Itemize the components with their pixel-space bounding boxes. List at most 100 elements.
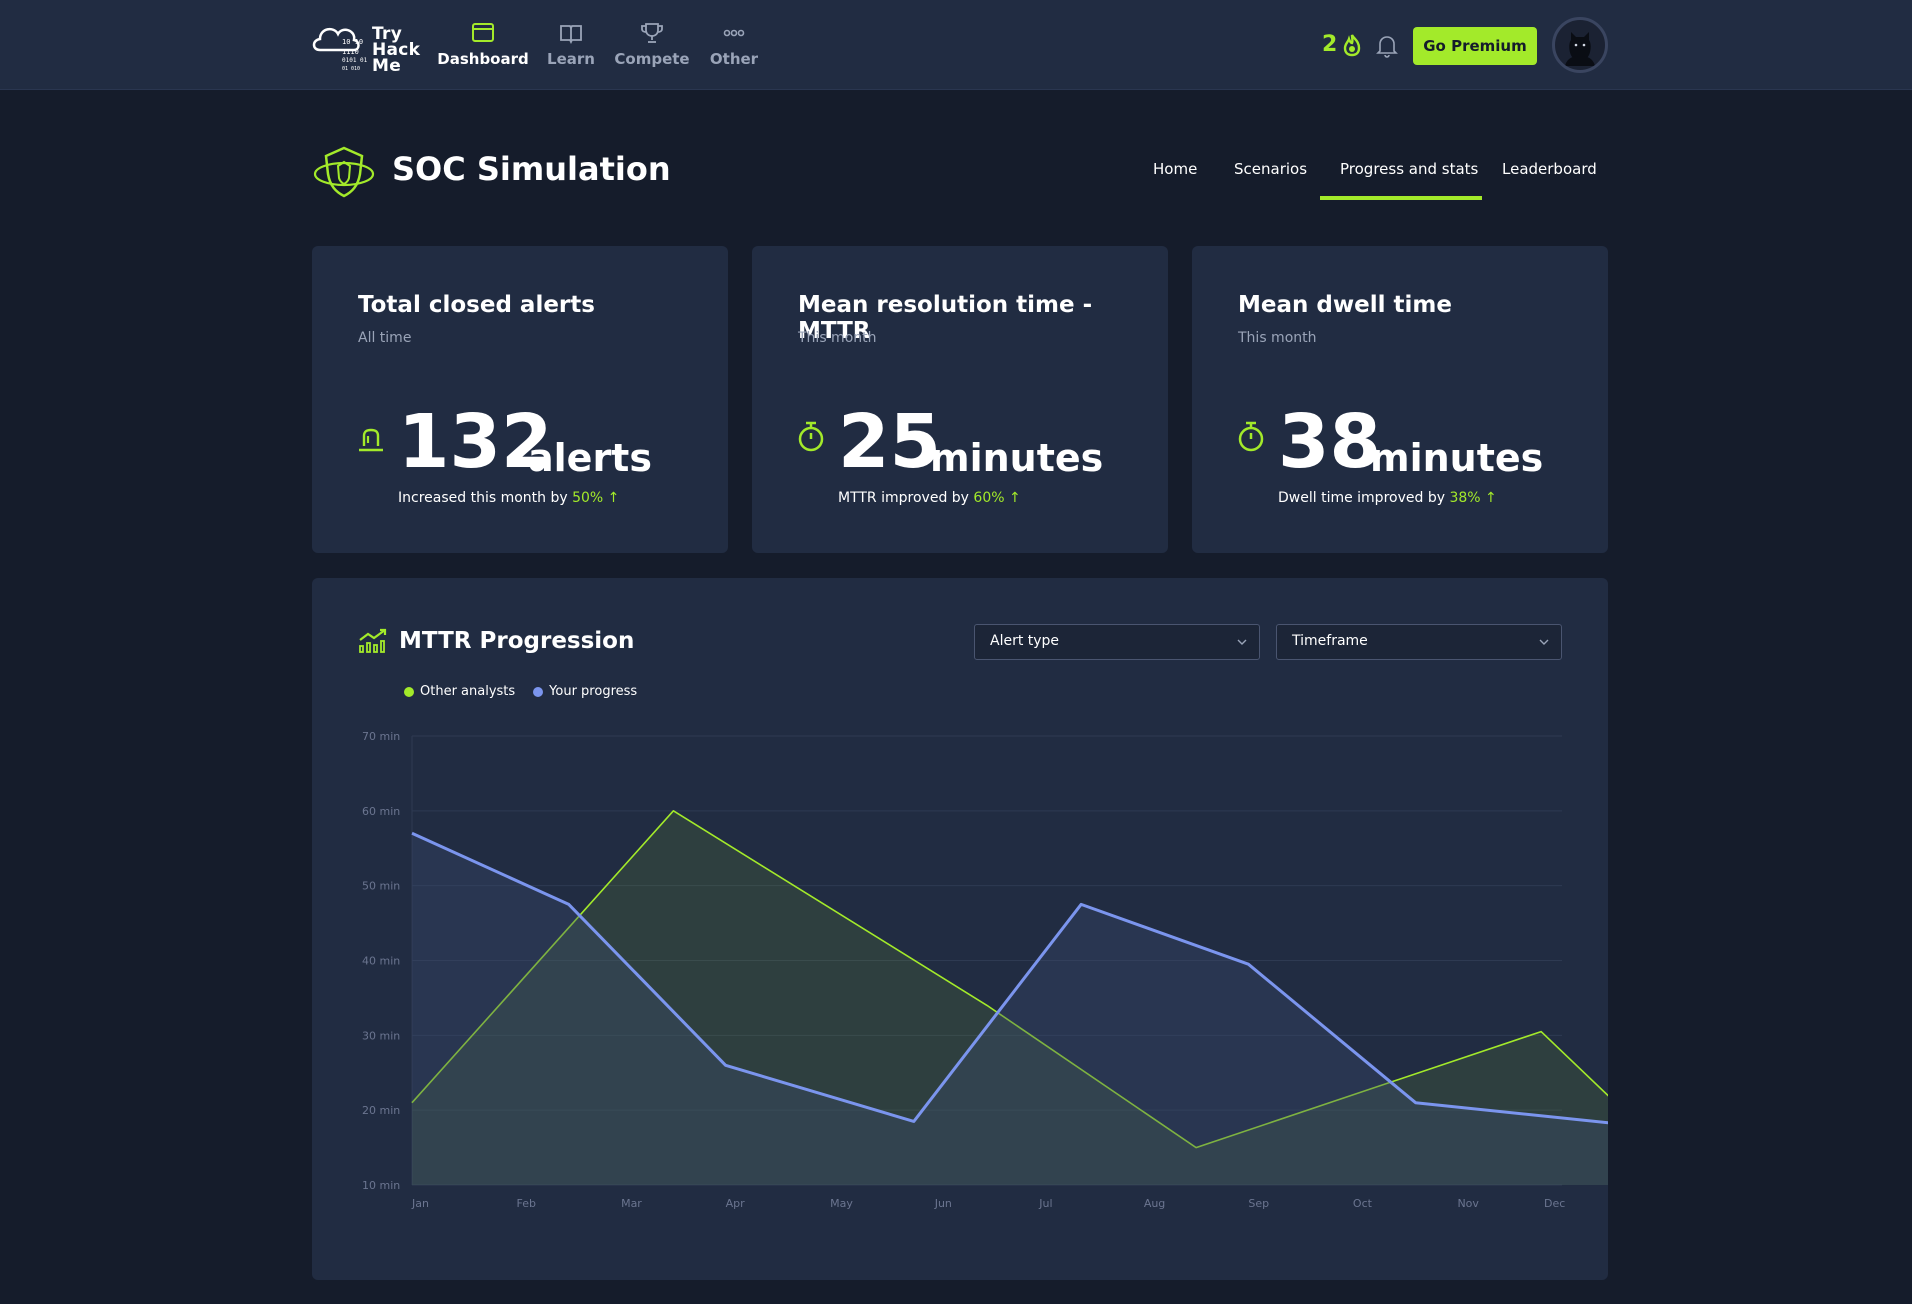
nav-compete[interactable]: Compete [614,22,690,72]
legend-item-other-analysts[interactable]: Other analysts [404,684,515,699]
arrow-up-icon: ↑ [607,490,620,506]
stopwatch-icon [798,421,824,452]
mttr-progression-panel: MTTR Progression Alert type Timeframe Ot… [312,578,1608,1280]
mttr-line-chart: 70 min 60 min 50 min 40 min 30 min 20 min 10 m… [362,730,1608,1210]
subnav-progress-and-stats[interactable]: Progress and stats [1340,160,1479,178]
x-tick-label: Jun [934,1197,952,1210]
top-navbar: 10 10 1110 0101 01 01 010 Try Hack Me Da… [0,0,1912,90]
chart-trend-icon [359,628,387,653]
series-area-your-progress [412,833,1608,1185]
legend-label: Other analysts [420,684,516,699]
x-tick-label: Dec [1544,1197,1565,1210]
y-tick-label: 60 min [362,805,400,818]
card-subtitle: This month [1238,330,1317,346]
card-title: Mean dwell time [1238,292,1452,318]
subnav-home[interactable]: Home [1153,160,1198,178]
series-line-your-progress [411,831,1608,1125]
active-subnav-indicator [1320,196,1482,200]
logo-wordmark[interactable]: Try Hack Me [372,26,421,76]
chart-title: MTTR Progression [399,628,635,654]
soc-shield-icon [313,146,375,198]
dashboard-icon [472,23,494,42]
card-title: Mean resolution time - MTTR [798,292,1093,344]
card-note-text: Dwell time improved by [1278,490,1445,506]
alert-type-dropdown-value: Alert type [990,633,1060,649]
mean-dwell-time-card: Mean dwell time This month 38 minutes Dw… [1192,246,1608,553]
y-tick-label: 70 min [362,730,400,743]
user-avatar[interactable] [1552,17,1608,73]
svg-text:1110: 1110 [342,48,359,56]
card-subtitle: All time [358,330,412,346]
y-tick-label: 30 min [362,1029,400,1042]
x-tick-label: Sep [1248,1197,1269,1210]
mttr-card: Mean resolution time - MTTR This month 2… [752,246,1168,553]
timeframe-dropdown[interactable]: Timeframe [1276,624,1562,660]
x-tick-label: Jan [411,1197,429,1210]
notification-bell-icon[interactable] [1376,34,1398,58]
card-value: 25 [838,399,941,485]
card-unit: minutes [930,436,1104,480]
arrow-up-icon: ↑ [1485,490,1497,506]
nav-other-label: Other [709,50,759,68]
stopwatch-icon [1238,421,1264,452]
nav-dashboard-label: Dashboard [437,50,529,68]
card-note-percent: 60% [973,490,1005,506]
legend-item-your-progress[interactable]: Your progress [533,684,637,699]
nav-compete-label: Compete [614,50,690,68]
card-note-text: Increased this month by [398,490,568,506]
x-tick-label: Mar [621,1197,642,1210]
card-note-percent: 50% [572,490,604,506]
cat-avatar-icon [1565,32,1595,66]
streak-counter[interactable]: 2 [1322,32,1363,57]
book-icon [560,25,582,44]
nav-dashboard[interactable]: Dashboard [437,22,529,72]
chart-legend: Other analysts Your progress [404,684,637,699]
y-tick-label: 20 min [362,1104,400,1117]
svg-text:0101 01: 0101 01 [342,57,368,64]
x-tick-label: Nov [1457,1197,1479,1210]
go-premium-button[interactable]: Go Premium [1413,27,1537,65]
page-title: SOC Simulation [392,150,671,188]
logo-line-2: Hack [372,40,421,60]
x-tick-label: Apr [726,1197,746,1210]
card-subtitle: This month [798,330,877,346]
card-value: 132 [398,399,553,485]
svg-text:01 010: 01 010 [342,66,360,72]
legend-dot [533,686,544,697]
series-area-other-analysts [412,810,1608,1185]
more-icon [723,29,745,37]
y-tick-label: 40 min [362,955,400,968]
x-tick-label: May [830,1197,853,1210]
subnav-scenarios[interactable]: Scenarios [1234,160,1308,178]
card-title: Total closed alerts [358,292,595,318]
nav-learn[interactable]: Learn [546,22,596,72]
y-tick-label: 10 min [362,1179,400,1192]
trophy-icon [641,23,663,43]
chevron-down-icon [1237,639,1247,645]
nav-other[interactable]: Other [708,22,760,72]
total-closed-alerts-card: Total closed alerts All time 132 alerts … [312,246,728,553]
card-unit: alerts [528,436,652,480]
svg-text:10 10: 10 10 [342,38,363,46]
card-note: Dwell time improved by 38% ↑ [1278,490,1497,506]
legend-dot [404,686,414,697]
timeframe-dropdown-value: Timeframe [1292,633,1368,649]
flame-icon [1344,33,1361,56]
card-note: MTTR improved by 60% ↑ [838,490,1021,506]
logo-line-3: Me [372,56,402,76]
x-tick-label: Aug [1144,1197,1165,1210]
nav-learn-label: Learn [547,50,595,68]
card-value: 38 [1278,399,1381,485]
series-line-other-analysts [411,810,1608,1149]
tryhackme-logo-icon[interactable]: 10 10 1110 0101 01 01 010 [312,14,420,78]
legend-label: Your progress [549,684,638,699]
arrow-up-icon: ↑ [1008,490,1021,506]
alert-type-dropdown[interactable]: Alert type [974,624,1260,660]
y-tick-label: 50 min [362,880,400,893]
card-note-text: MTTR improved by [838,490,969,506]
card-note: Increased this month by 50% ↑ [398,490,619,506]
x-tick-label: Feb [517,1197,536,1210]
card-unit: minutes [1370,436,1544,480]
subnav-leaderboard[interactable]: Leaderboard [1502,160,1597,178]
chevron-down-icon [1539,639,1549,645]
